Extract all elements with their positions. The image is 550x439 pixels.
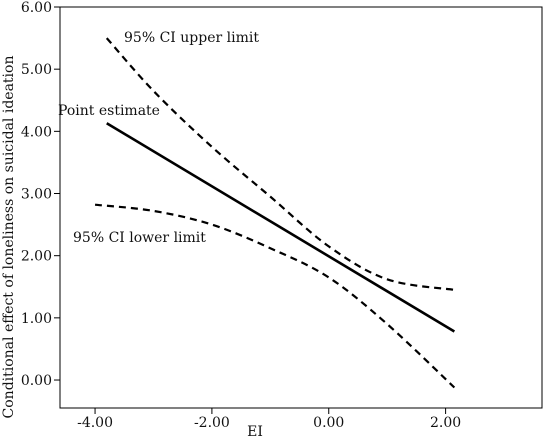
y-tick-label: 6.00 xyxy=(21,0,52,16)
series-point-estimate-line xyxy=(106,122,456,333)
plot-frame xyxy=(59,6,543,409)
series-upper-ci-line xyxy=(105,37,455,291)
x-tick-label: 0.00 xyxy=(313,415,344,431)
x-tick-label: -4.00 xyxy=(77,415,113,431)
y-axis-ticks: 0.00 1.00 2.00 3.00 4.00 5.00 6.00 xyxy=(21,0,60,389)
annotation-lower-limit: 95% CI lower limit xyxy=(73,230,206,246)
series-layer xyxy=(94,37,456,389)
y-tick-label: 2.00 xyxy=(21,249,52,265)
y-tick-label: 4.00 xyxy=(21,124,52,140)
y-tick-label: 5.00 xyxy=(21,62,52,78)
y-tick-label: 3.00 xyxy=(21,187,52,203)
x-tick-label: -2.00 xyxy=(194,415,230,431)
x-axis-ticks: -4.00 -2.00 0.00 2.00 xyxy=(77,408,461,431)
y-axis-label: Conditional effect of loneliness on suic… xyxy=(1,56,17,419)
annotation-upper-limit: 95% CI upper limit xyxy=(124,30,259,46)
x-axis-label: EI xyxy=(247,424,263,439)
series-lower-ci-line xyxy=(94,203,456,389)
y-tick-label: 0.00 xyxy=(21,373,52,389)
y-tick-label: 1.00 xyxy=(21,311,52,327)
annotation-point-estimate: Point estimate xyxy=(58,103,160,119)
x-tick-label: 2.00 xyxy=(430,415,461,431)
